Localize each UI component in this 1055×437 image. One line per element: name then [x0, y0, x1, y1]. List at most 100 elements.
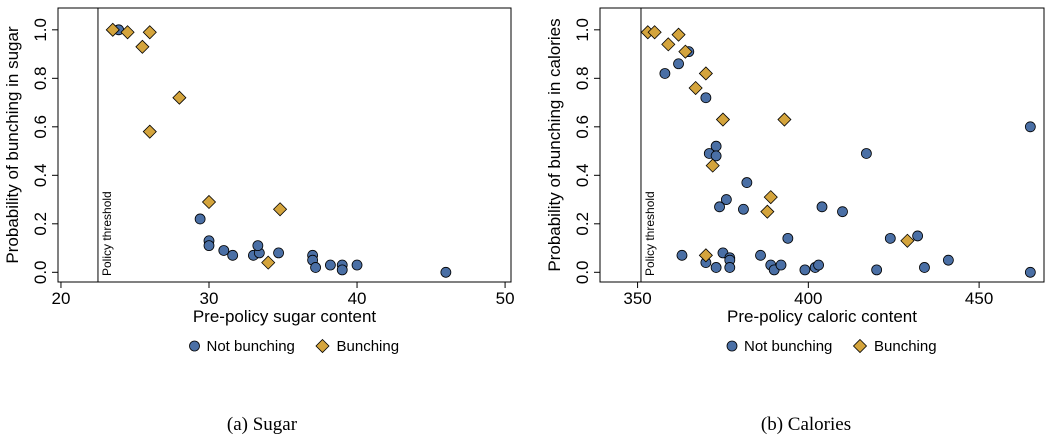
calories-point-bunching: [763, 190, 778, 205]
calories-point-bunching: [760, 204, 775, 219]
calories-y-tick-label: 0.2: [573, 212, 592, 236]
calories-point-not-bunching: [710, 150, 722, 162]
calories-point-bunching: [698, 66, 713, 81]
sugar-point-bunching: [261, 255, 276, 270]
calories-point-not-bunching: [741, 177, 753, 188]
calories-legend-bunching: Bunching: [874, 338, 937, 355]
calories-point-bunching: [671, 27, 686, 42]
calories-point-bunching: [715, 112, 731, 127]
sugar-point-not-bunching: [218, 245, 230, 256]
calories-y-tick-label: 0.0: [573, 260, 592, 284]
calories-point-not-bunching: [782, 232, 794, 244]
calories-point-not-bunching: [919, 262, 930, 273]
sugar-point-bunching: [142, 124, 157, 139]
calories-legend: Not bunching Bunching: [726, 338, 937, 355]
calories-y-tick-label: 0.4: [573, 163, 592, 187]
calories-point-not-bunching: [710, 140, 722, 152]
sugar-legend: Not bunching Bunching: [189, 338, 400, 355]
calories-point-not-bunching: [738, 203, 749, 215]
calories-point-bunching: [647, 25, 662, 40]
sugar-threshold-label: Policy threshold: [100, 191, 114, 276]
sugar-y-tick-label: 0.6: [31, 115, 50, 139]
calories-point-bunching: [705, 158, 720, 173]
calories-point-bunching: [777, 112, 792, 127]
sugar-point-bunching: [142, 25, 157, 40]
sugar-legend-circle-marker: [189, 340, 200, 352]
calories-x-tick-label: 400: [794, 289, 822, 308]
sugar-y-tick-label: 1.0: [31, 18, 50, 42]
sugar-point-bunching: [120, 25, 135, 40]
sugar-point-not-bunching: [310, 262, 321, 273]
sugar-x-tick-label: 20: [51, 289, 70, 308]
calories-point-not-bunching: [673, 58, 684, 70]
calories-plot-frame: [599, 7, 1045, 283]
calories-point-not-bunching: [724, 262, 736, 273]
sugar-point-bunching: [272, 202, 288, 217]
calories-legend-not-bunching: Not bunching: [744, 338, 832, 355]
calories-threshold-label: Policy threshold: [643, 191, 657, 276]
sugar-y-tick-label: 0.0: [31, 260, 50, 284]
calories-point-not-bunching: [676, 249, 688, 261]
sugar-point-not-bunching: [227, 249, 239, 261]
sugar-x-tick-label: 30: [200, 289, 219, 308]
calories-point-bunching: [661, 37, 676, 52]
calories-point-not-bunching: [942, 254, 954, 266]
calories-y-tick-label: 0.6: [573, 115, 592, 139]
sugar-legend-diamond-marker: [315, 338, 330, 354]
calories-x-axis-title: Pre-policy caloric content: [727, 307, 917, 326]
sugar-x-axis-title: Pre-policy sugar content: [193, 307, 377, 326]
calories-point-not-bunching: [813, 259, 824, 271]
calories-legend-circle-marker: [726, 340, 738, 352]
calories-point-not-bunching: [710, 262, 722, 273]
sugar-y-tick-label: 0.2: [31, 212, 50, 236]
calories-point-not-bunching: [861, 148, 872, 159]
calories-point-not-bunching: [720, 194, 732, 205]
calories-point-not-bunching: [1024, 266, 1036, 278]
sugar-point-bunching: [201, 194, 217, 210]
calories-point-not-bunching: [659, 68, 671, 79]
sugar-y-tick-label: 0.8: [31, 66, 50, 90]
sugar-x-tick-label: 50: [496, 289, 515, 308]
calories-point-not-bunching: [799, 264, 811, 276]
calories-x-tick-label: 450: [965, 289, 993, 308]
calories-point-not-bunching: [775, 259, 787, 271]
sugar-point-not-bunching: [324, 259, 336, 271]
sugar-panel: (a) Sugar Policy threshold 20 30 40 50 0.0 0.2…: [3, 7, 515, 435]
calories-point-bunching: [698, 248, 713, 263]
sugar-point-not-bunching: [203, 240, 215, 252]
sugar-y-tick-label: 0.4: [31, 163, 50, 187]
calories-y-tick-label: 0.8: [573, 66, 592, 90]
sugar-point-not-bunching: [440, 266, 452, 278]
sugar-x-tick-label: 40: [348, 289, 367, 308]
calories-legend-diamond-marker: [852, 338, 868, 354]
calories-point-not-bunching: [1024, 121, 1036, 133]
calories-y-axis-title: Probability of bunching in calories: [545, 18, 564, 271]
calories-point-not-bunching: [755, 249, 766, 261]
calories-point-not-bunching: [837, 206, 848, 218]
calories-point-bunching: [900, 233, 915, 248]
calories-point-not-bunching: [714, 201, 725, 213]
caption-calories: (b) Calories: [761, 414, 851, 435]
calories-point-not-bunching: [700, 92, 712, 104]
calories-point-not-bunching: [884, 232, 896, 244]
sugar-point-not-bunching: [336, 264, 348, 276]
calories-point-not-bunching: [912, 230, 924, 242]
calories-y-tick-label: 1.0: [573, 18, 592, 42]
caption-sugar: (a) Sugar: [227, 414, 298, 435]
calories-point-not-bunching: [871, 264, 883, 276]
calories-point-not-bunching: [816, 201, 828, 213]
sugar-point-not-bunching: [252, 240, 264, 252]
sugar-legend-bunching: Bunching: [337, 338, 400, 355]
sugar-point-not-bunching: [194, 213, 206, 225]
sugar-point-not-bunching: [273, 247, 284, 259]
calories-point-bunching: [678, 44, 693, 59]
sugar-point-bunching: [172, 90, 187, 105]
sugar-y-axis-title: Probability of bunching in sugar: [3, 26, 22, 264]
sugar-point-bunching: [135, 39, 150, 54]
calories-panel: (b) Calories Policy threshold 350 400 450 0.…: [545, 7, 1045, 435]
sugar-plot-frame: [57, 7, 512, 283]
calories-point-bunching: [688, 80, 703, 96]
sugar-point-bunching: [105, 22, 120, 37]
sugar-legend-not-bunching: Not bunching: [207, 338, 295, 355]
